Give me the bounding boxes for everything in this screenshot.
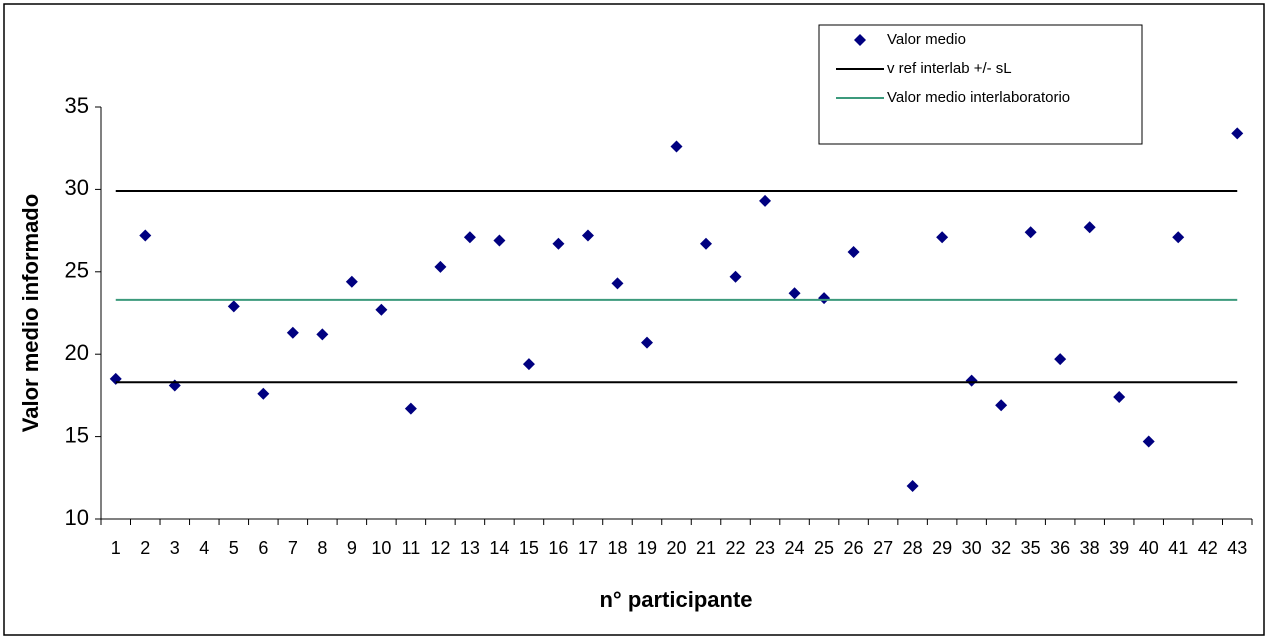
y-tick-label: 25	[65, 258, 89, 283]
x-tick-label: 23	[755, 538, 775, 558]
x-tick-label: 16	[548, 538, 568, 558]
data-point	[227, 300, 240, 313]
x-tick-label: 7	[288, 538, 298, 558]
x-tick-label: 21	[696, 538, 716, 558]
y-tick-label: 35	[65, 93, 89, 118]
x-tick-label: 1	[111, 538, 121, 558]
data-point	[257, 387, 270, 400]
data-point	[640, 336, 653, 349]
x-tick-label: 8	[317, 538, 327, 558]
x-tick-label: 29	[932, 538, 952, 558]
x-tick-label: 2	[140, 538, 150, 558]
data-point	[1142, 435, 1155, 448]
y-axis-title: Valor medio informado	[18, 194, 43, 432]
data-point	[788, 287, 801, 300]
x-tick-label: 43	[1227, 538, 1247, 558]
y-tick-label: 10	[65, 505, 89, 530]
x-tick-label: 13	[460, 538, 480, 558]
x-tick-label: 11	[402, 538, 421, 558]
data-point	[286, 326, 299, 339]
x-axis-title: n° participante	[599, 587, 752, 612]
data-point	[1172, 231, 1185, 244]
x-tick-label: 9	[347, 538, 357, 558]
data-point	[965, 374, 978, 387]
data-point	[995, 399, 1008, 412]
x-tick-label: 36	[1050, 538, 1070, 558]
legend-label: Valor medio	[887, 31, 966, 48]
data-point	[581, 229, 594, 242]
data-point	[345, 275, 358, 288]
legend-marker	[854, 34, 866, 46]
data-point	[1024, 226, 1037, 239]
x-tick-label: 42	[1198, 538, 1218, 558]
data-point	[375, 303, 388, 316]
y-tick-label: 15	[65, 422, 89, 447]
x-tick-label: 4	[199, 538, 209, 558]
legend-box	[818, 24, 1143, 145]
x-tick-label: 10	[371, 538, 391, 558]
data-point	[1054, 353, 1067, 366]
x-tick-label: 15	[519, 538, 539, 558]
data-point	[404, 402, 417, 415]
data-point	[552, 237, 565, 250]
x-tick-label: 25	[814, 538, 834, 558]
y-tick-label: 30	[65, 175, 89, 200]
data-point	[1231, 127, 1244, 140]
x-tick-label: 38	[1080, 538, 1100, 558]
data-point	[139, 229, 152, 242]
legend-label: Valor medio interlaboratorio	[887, 89, 1070, 106]
x-tick-label: 26	[844, 538, 864, 558]
data-point	[522, 358, 535, 371]
x-tick-label: 22	[726, 538, 746, 558]
x-tick-label: 35	[1021, 538, 1041, 558]
x-tick-label: 24	[785, 538, 805, 558]
data-point	[463, 231, 476, 244]
x-tick-label: 27	[873, 538, 893, 558]
data-point	[729, 270, 742, 283]
x-tick-label: 39	[1109, 538, 1129, 558]
x-tick-label: 20	[666, 538, 686, 558]
data-point	[670, 140, 683, 153]
data-point	[818, 292, 831, 305]
data-point	[759, 194, 772, 207]
data-point	[611, 277, 624, 290]
x-tick-label: 14	[489, 538, 509, 558]
data-point	[1113, 391, 1126, 404]
x-tick-label: 12	[430, 538, 450, 558]
x-tick-label: 32	[991, 538, 1011, 558]
data-point	[700, 237, 713, 250]
x-tick-label: 30	[962, 538, 982, 558]
x-tick-label: 5	[229, 538, 239, 558]
x-tick-label: 19	[637, 538, 657, 558]
x-tick-label: 3	[170, 538, 180, 558]
legend-label: v ref interlab +/- sL	[887, 60, 1012, 77]
x-tick-label: 18	[607, 538, 627, 558]
y-tick-label: 20	[65, 340, 89, 365]
data-point	[493, 234, 506, 247]
data-point	[906, 480, 919, 493]
data-point	[1083, 221, 1096, 234]
data-point	[316, 328, 329, 341]
x-tick-label: 6	[258, 538, 268, 558]
x-tick-label: 40	[1139, 538, 1159, 558]
x-tick-label: 41	[1168, 538, 1188, 558]
data-point	[847, 246, 860, 259]
data-point	[936, 231, 949, 244]
x-tick-label: 28	[903, 538, 923, 558]
data-point	[434, 260, 447, 273]
x-tick-label: 17	[578, 538, 598, 558]
